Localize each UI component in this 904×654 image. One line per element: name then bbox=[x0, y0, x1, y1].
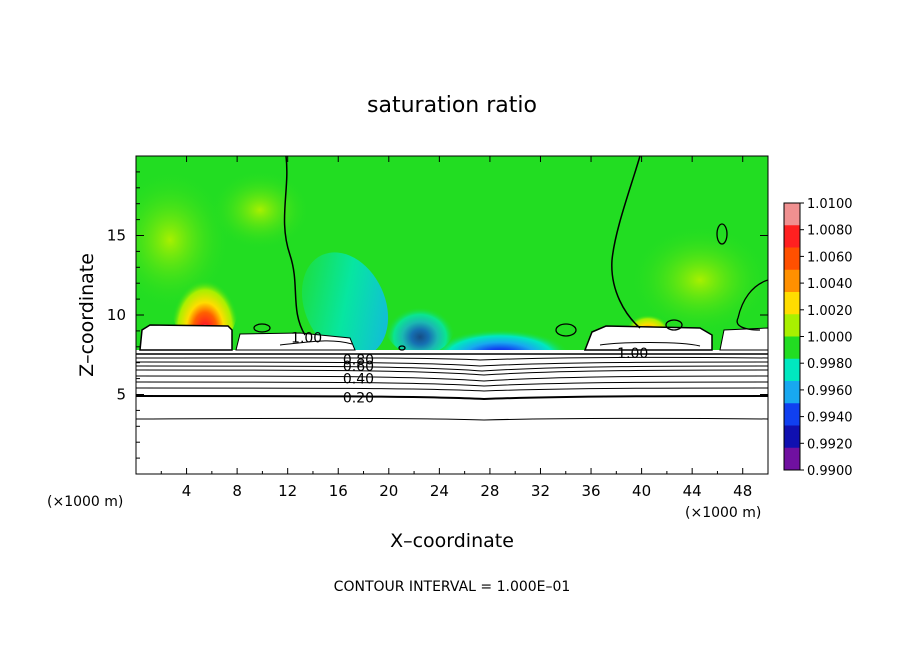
contour-loop bbox=[716, 223, 728, 245]
colorbar-label: 1.0040 bbox=[807, 277, 853, 292]
contour-label: 0.60 bbox=[343, 359, 374, 375]
x-tick-label: 32 bbox=[531, 482, 550, 500]
colorbar-swatch bbox=[784, 425, 800, 449]
x-tick-label: 8 bbox=[232, 482, 242, 500]
y-tick-label: 5 bbox=[116, 386, 126, 404]
contour-loop bbox=[253, 323, 271, 333]
x-tick-label: 44 bbox=[683, 482, 702, 500]
x-tick-label: 40 bbox=[632, 482, 651, 500]
stratification-contours bbox=[136, 353, 768, 421]
x-tick-label: 24 bbox=[430, 482, 449, 500]
contour-line bbox=[136, 417, 768, 421]
x-tick-label: 36 bbox=[581, 482, 600, 500]
subsaturation-streak bbox=[385, 295, 455, 355]
contour-line bbox=[611, 156, 641, 329]
lower-layer bbox=[136, 350, 768, 474]
contour-label: 0.40 bbox=[343, 372, 374, 388]
contour-line bbox=[599, 342, 701, 347]
colorbar-label: 0.9980 bbox=[807, 357, 853, 372]
x-tick-label: 20 bbox=[379, 482, 398, 500]
contour-loop bbox=[555, 323, 577, 337]
contour-label: 0.20 bbox=[343, 391, 374, 407]
contour-interval-note: CONTOUR INTERVAL = 1.000E–01 bbox=[334, 579, 571, 595]
contour-loop bbox=[665, 319, 683, 331]
contour-line bbox=[136, 365, 768, 372]
colorbar-swatch bbox=[784, 225, 800, 248]
x-unit-label-right: (×1000 m) bbox=[685, 505, 761, 521]
contour-line bbox=[136, 356, 768, 361]
contour-label: 1.00 bbox=[291, 330, 322, 346]
plot-area bbox=[136, 156, 768, 474]
contour-line bbox=[279, 340, 353, 346]
x-tick-label: 28 bbox=[480, 482, 499, 500]
colorbar-swatch bbox=[784, 269, 800, 293]
colorbar-label: 0.9960 bbox=[807, 384, 853, 399]
cloud-region-right bbox=[583, 325, 713, 351]
contour-labels: 1.00 1.00 0.800.600.40 0.20 bbox=[291, 330, 648, 406]
colorbar-swatch bbox=[784, 336, 800, 360]
colorbar-label: 0.9940 bbox=[807, 411, 853, 426]
chart-title: saturation ratio bbox=[367, 93, 537, 118]
colorbar-swatch bbox=[784, 358, 800, 382]
x-axis: 4 8 12 16 20 24 28 32 36 40 44 48 bbox=[160, 156, 752, 500]
cloud-region-mid bbox=[235, 332, 356, 351]
x-axis-label: X–coordinate bbox=[390, 530, 514, 552]
y-axis: 5 10 15 bbox=[107, 171, 768, 459]
colorbar-label: 1.0080 bbox=[807, 224, 853, 239]
colorbar-swatch bbox=[784, 381, 800, 404]
x-tick-label: 4 bbox=[182, 482, 192, 500]
lime-patch bbox=[210, 170, 310, 250]
colorbar-swatch bbox=[784, 403, 800, 426]
colorbar-label: 0.9900 bbox=[807, 464, 853, 479]
contour-line bbox=[283, 156, 306, 336]
colorbar: 1.0100 1.0080 1.0060 1.0040 1.0020 1.0000 0.99… bbox=[783, 197, 853, 479]
colorbar-swatch bbox=[784, 247, 800, 271]
contour-line bbox=[136, 381, 768, 387]
x-tick-label: 16 bbox=[329, 482, 348, 500]
subsaturation-streak bbox=[301, 252, 389, 358]
y-axis-label: Z–coordinate bbox=[76, 253, 98, 377]
colorbar-swatch bbox=[784, 314, 800, 337]
contour-line bbox=[136, 369, 768, 376]
contour-loop bbox=[398, 345, 406, 351]
colorbar-label: 0.9920 bbox=[807, 437, 853, 452]
y-tick-label: 15 bbox=[107, 227, 126, 245]
x-tick-label: 48 bbox=[733, 482, 752, 500]
y-tick-label: 10 bbox=[107, 306, 126, 324]
cloud-region-left bbox=[139, 324, 233, 351]
colorbar-label: 1.0060 bbox=[807, 250, 853, 265]
cloud-region-edge bbox=[719, 327, 768, 351]
colorbar-swatch bbox=[784, 447, 800, 471]
contour-line bbox=[136, 387, 768, 392]
contour-line bbox=[136, 395, 768, 401]
contour-line bbox=[736, 279, 768, 331]
colorbar-swatch bbox=[784, 203, 800, 226]
contour-label: 0.80 bbox=[343, 353, 374, 369]
x-tick-label: 12 bbox=[278, 482, 297, 500]
colorbar-label: 1.0000 bbox=[807, 331, 853, 346]
contour-label: 1.00 bbox=[617, 346, 648, 362]
x-unit-label-left: (×1000 m) bbox=[47, 494, 123, 510]
contour-line bbox=[136, 361, 768, 367]
colorbar-swatch bbox=[784, 292, 800, 315]
colorbar-label: 1.0020 bbox=[807, 304, 853, 319]
colorbar-label: 1.0100 bbox=[807, 197, 853, 212]
contour-line bbox=[136, 375, 768, 382]
